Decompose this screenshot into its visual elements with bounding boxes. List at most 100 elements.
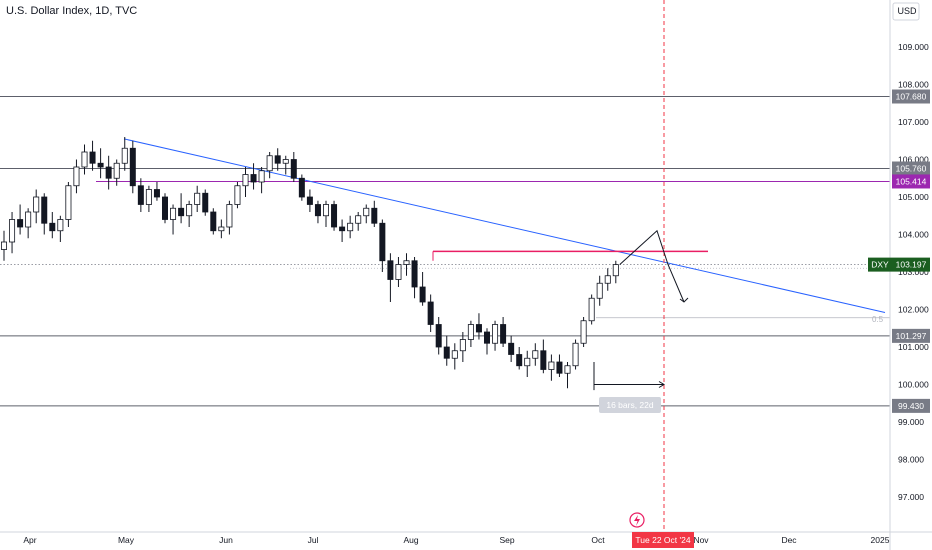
- x-tick-label: Jun: [219, 535, 233, 545]
- symbol-tag-box: [868, 257, 892, 272]
- candle-body: [395, 264, 402, 280]
- x-tick-label: Sep: [499, 535, 514, 545]
- candle-body: [153, 189, 160, 198]
- candle-body: [218, 226, 225, 232]
- price-label: 105.414: [896, 176, 927, 186]
- candle: [290, 152, 297, 182]
- y-tick-label: 108.000: [898, 80, 929, 90]
- candle-body: [314, 204, 321, 217]
- price-label-box: [892, 328, 930, 343]
- candle-body: [387, 260, 394, 280]
- candle-body: [290, 159, 297, 179]
- candle: [516, 347, 523, 370]
- candle-body: [435, 324, 442, 348]
- candle: [339, 219, 346, 242]
- candle: [612, 260, 619, 284]
- candle-body: [572, 342, 579, 367]
- candle: [363, 204, 370, 224]
- candle-body: [612, 264, 619, 277]
- candle-body: [371, 207, 378, 224]
- candle-body: [467, 324, 474, 340]
- candle: [411, 257, 418, 299]
- candle-body: [145, 189, 152, 205]
- candle-body: [355, 215, 362, 224]
- candle-body: [556, 361, 563, 374]
- candle-body: [266, 155, 273, 172]
- candle-body: [524, 357, 531, 367]
- candle: [113, 159, 120, 186]
- crosshair-date-box: [632, 532, 694, 548]
- candle-body: [564, 365, 571, 374]
- candle: [475, 313, 482, 340]
- y-tick-label: 109.000: [898, 42, 929, 52]
- candle: [274, 148, 281, 171]
- candle: [153, 182, 160, 201]
- candle: [170, 204, 177, 235]
- candle: [41, 193, 48, 235]
- candle: [9, 212, 16, 254]
- currency-selector[interactable]: USD: [897, 6, 917, 16]
- candle-body: [73, 166, 80, 187]
- candle: [467, 320, 474, 347]
- candle: [137, 178, 144, 212]
- candle-body: [347, 222, 354, 232]
- candle: [234, 182, 241, 209]
- candle-body: [226, 204, 233, 228]
- candle-body: [121, 147, 128, 164]
- y-tick-label: 107.000: [898, 117, 929, 127]
- candle-body: [475, 324, 482, 333]
- candle-body: [194, 192, 201, 205]
- candle-body: [403, 260, 410, 265]
- y-tick-label: 98.000: [898, 455, 924, 465]
- candle-body: [411, 260, 418, 288]
- candle: [572, 339, 579, 370]
- candle-body: [596, 282, 603, 299]
- candle: [266, 152, 273, 179]
- candle-body: [548, 361, 555, 370]
- candle-body: [459, 339, 466, 352]
- price-label-box: [892, 161, 930, 176]
- y-tick-label: 97.000: [898, 492, 924, 502]
- candle-body: [443, 346, 450, 359]
- candle: [210, 208, 217, 235]
- price-label: 101.297: [896, 331, 927, 341]
- x-tick-label: Jul: [308, 535, 319, 545]
- candle: [306, 189, 313, 212]
- candle-body: [25, 211, 32, 228]
- candle: [524, 350, 531, 377]
- candle: [483, 328, 490, 355]
- candle-body: [500, 324, 507, 344]
- candle-body: [339, 226, 346, 232]
- candle-body: [178, 207, 185, 217]
- candle: [508, 335, 515, 362]
- chart-title: U.S. Dollar Index, 1D, TVC: [6, 5, 138, 17]
- candle-body: [202, 192, 209, 213]
- candle: [65, 182, 72, 227]
- candle-body: [588, 297, 595, 322]
- candle: [379, 219, 386, 272]
- y-tick-label: 100.000: [898, 380, 929, 390]
- candle: [355, 212, 362, 231]
- y-tick-label: 101.000: [898, 342, 929, 352]
- candle: [129, 140, 136, 194]
- candle-body: [234, 185, 241, 205]
- candle: [331, 200, 338, 231]
- candle-body: [113, 162, 120, 179]
- candle: [97, 148, 104, 179]
- price-label: 103.197: [896, 260, 927, 270]
- candle: [0, 230, 7, 261]
- candle-body: [274, 155, 281, 164]
- candle: [443, 335, 450, 366]
- candle-body: [129, 147, 136, 187]
- fib-label: 0.5: [872, 315, 884, 324]
- candle-body: [483, 331, 490, 344]
- candle: [145, 185, 152, 212]
- price-label-box: [892, 398, 930, 413]
- y-tick-label: 104.000: [898, 230, 929, 240]
- x-tick-label: Nov: [693, 535, 709, 545]
- candle: [403, 253, 410, 276]
- candle-body: [451, 350, 458, 359]
- candle-body: [97, 162, 104, 168]
- candle: [435, 317, 442, 355]
